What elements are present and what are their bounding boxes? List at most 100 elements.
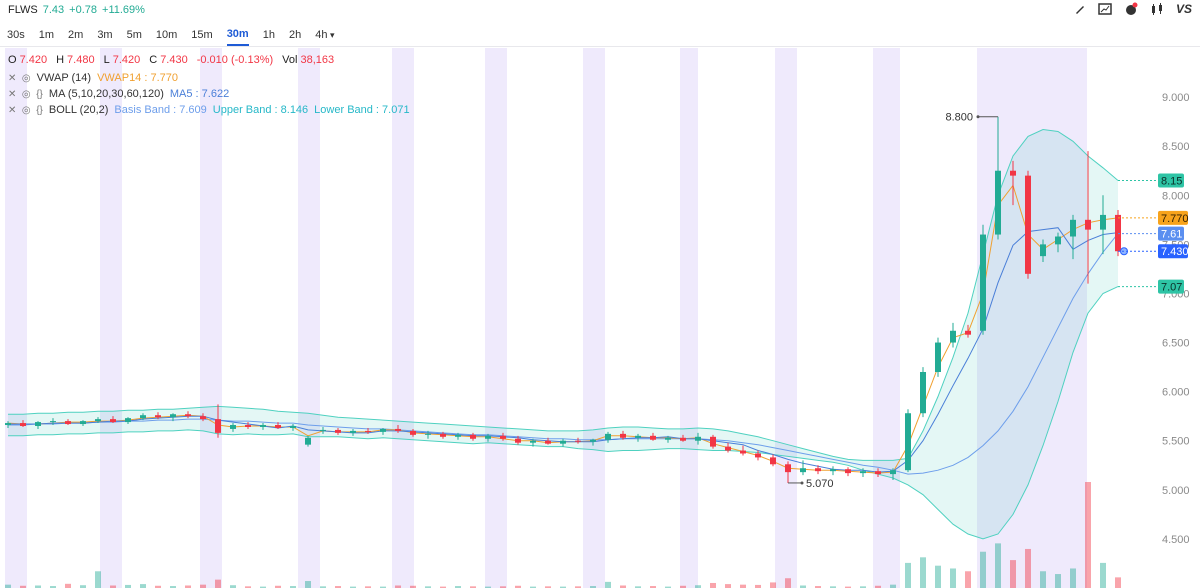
candle-body [335,429,341,433]
legend-icons[interactable]: ✕ ◎ [8,72,31,84]
compare-button[interactable]: VS [1175,2,1192,16]
candle-body [260,425,266,427]
volume-bar [185,585,191,588]
volume-bar [770,582,776,588]
candle-body [215,419,221,433]
volume-bar [1070,568,1076,588]
candle-body [140,415,146,419]
candle-body [275,425,281,428]
volume-bar [380,586,386,588]
candle-body [305,437,311,445]
session-shade [873,48,900,588]
session-shade [775,48,797,588]
low-label: L [103,54,110,66]
draw-icon[interactable] [1074,3,1086,15]
candle-body [890,470,896,475]
volume-bar [680,585,686,588]
volume-bar [695,585,701,588]
candle-body [365,430,371,432]
alert-icon[interactable] [1124,2,1138,16]
volume-bar [95,571,101,588]
candle-body [710,436,716,447]
y-tick-label: 5.500 [1162,436,1190,448]
low-value: 7.420 [112,54,141,66]
high-label: H [56,54,65,66]
session-shade [680,48,698,588]
timeframe-button[interactable]: 4h [315,25,334,45]
volume-bar [905,562,911,588]
y-tick-label: 8.500 [1162,141,1190,153]
volume-bar [755,584,761,588]
open-value: 7.420 [19,54,48,66]
candle-body [455,434,461,437]
timeframe-button[interactable]: 5m [126,29,142,41]
candle-body [665,437,671,440]
price-change-pct: +11.69% [102,4,145,16]
timeframe-button[interactable]: 15m [191,29,213,41]
candle-body [395,428,401,431]
volume-bar [425,586,431,588]
timeframe-button[interactable]: 2h [288,29,302,41]
price-badge: 7.770 [1158,210,1189,225]
badge-box [1158,210,1188,225]
badge-label: 8.15 [1161,176,1182,188]
y-tick-label: 6.500 [1162,338,1190,350]
timeframe-button[interactable]: 2m [68,29,84,41]
volume-bar [140,584,146,588]
candle-body [905,413,911,471]
candle-body [35,422,41,426]
volume-bar [845,586,851,588]
volume-bar [125,584,131,588]
volume-bar [785,578,791,588]
volume-bar [815,586,821,588]
legend-icons[interactable]: ✕ ◎ {} [8,88,43,100]
candle-body [125,418,131,423]
volume-bar [80,585,86,588]
timeframe-button[interactable]: 1m [38,29,55,41]
volume-bar [875,585,881,588]
candle-body [110,419,116,423]
volume-bar [740,584,746,588]
candle-body [740,450,746,454]
close-change: -0.010 (-0.13%) [196,54,274,66]
volume-bar [515,585,521,588]
volume-bar [605,581,611,588]
y-tick-label: 6.000 [1162,387,1190,399]
volume-bar [980,551,986,588]
candle-body [950,330,956,343]
candle-body [935,342,941,372]
timeframe-button[interactable]: 10m [155,29,178,41]
volume-bar [200,584,206,588]
candle-body [785,464,791,473]
candle-body [290,426,296,428]
candle-body [530,440,536,443]
price-change: +0.78 [69,4,98,16]
volume-bar [935,565,941,588]
symbol[interactable]: FLWS [8,4,38,16]
candle-icon[interactable] [1150,3,1164,15]
badge-box [1158,244,1188,259]
candle-body [350,430,356,433]
candle-body [875,471,881,475]
timeframe-button[interactable]: 30s [7,29,25,41]
badge-box [1158,173,1184,188]
y-tick-label: 5.000 [1162,485,1190,497]
volume-bar [575,586,581,588]
volume-bar [50,586,56,588]
vwap-name: VWAP (14) [36,72,92,84]
timeframe-button[interactable]: 3m [97,29,113,41]
timeframe-button[interactable]: 1h [262,29,275,41]
legend-icons[interactable]: ✕ ◎ {} [8,104,43,116]
chart-icon[interactable] [1098,3,1112,15]
candle-body [965,330,971,335]
candle-body [725,446,731,451]
volume-value: 38,163 [300,54,335,66]
ohlc-row: O 7.420 H 7.480 L 7.420 C 7.430 -0.010 (-0.1… [8,54,340,66]
badge-label: 7.07 [1161,282,1182,294]
volume-bar [860,586,866,588]
timeframe-button[interactable]: 30m [226,24,249,46]
candle-body [95,419,101,422]
vwap-legend: ✕ ◎ VWAP (14) VWAP14 : 7.770 [8,70,178,86]
volume-bar [500,586,506,588]
